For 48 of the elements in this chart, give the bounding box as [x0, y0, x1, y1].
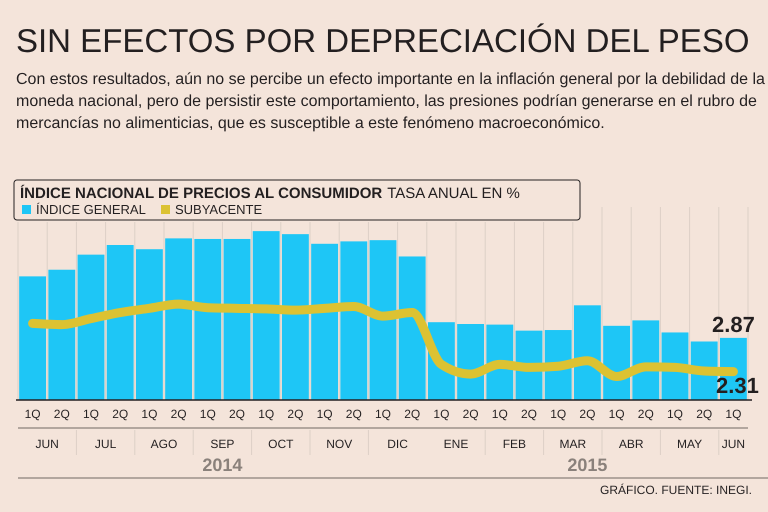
x-tick-label: 1Q	[316, 407, 333, 421]
x-tick-label: 2Q	[112, 407, 128, 421]
text: JUN	[722, 437, 746, 451]
x-tick-label: 2Q	[287, 407, 304, 421]
y-axis-title: TASA ANUAL EN %	[387, 185, 520, 202]
text: NOV	[326, 437, 352, 451]
text: 2014	[202, 455, 242, 475]
x-tick-label: 2Q	[638, 407, 654, 421]
x-tick-label: 1Q	[82, 407, 100, 421]
x-tick-label: 2Q	[462, 407, 479, 421]
x-tick-label: 1Q	[492, 407, 508, 421]
text: AGO	[150, 437, 178, 451]
x-tick-label: 2Q	[404, 407, 420, 421]
x-tick-label: 1Q	[200, 407, 216, 421]
x-tick-label: 1Q	[374, 407, 392, 421]
text: 2015	[567, 455, 608, 475]
x-tick-label: 1Q	[433, 407, 450, 421]
text: SEP	[210, 437, 234, 451]
text: ABR	[618, 437, 644, 451]
text: OCT	[268, 437, 294, 451]
text: JUN	[36, 437, 59, 451]
x-tick-label: 1Q	[550, 407, 566, 421]
text: ENE	[444, 437, 468, 451]
x-tick-label: 1Q	[608, 407, 625, 421]
text: FEB	[502, 437, 526, 451]
x-tick-label: 2Q	[696, 407, 712, 421]
x-tick-label: 2Q	[346, 407, 362, 421]
x-tick-label: 1Q	[24, 407, 41, 421]
x-tick-label: 2Q	[579, 407, 596, 421]
legend-label: SUBYACENTE	[175, 202, 262, 217]
chart-title: SIN EFECTOS POR DEPRECIACIÓN DEL PESO	[16, 22, 750, 59]
x-tick-label: 1Q	[258, 407, 274, 421]
x-tick-label: 2Q	[170, 407, 187, 421]
chart-subtitle: Con estos resultados, aún no se percibe un efecto importante en la inflación general por la debilidad de la moneda nacional, pero de persistir este comportamiento, las presiones podrían generarse en el rubro de mercancías no alimenticias, que es susceptible a este fenómeno macroeconómico.	[16, 71, 766, 132]
legend-label: ÍNDICE GENERAL	[36, 202, 146, 217]
text: JUL	[94, 437, 117, 451]
text: MAY	[677, 437, 702, 451]
x-tick-label: 1Q	[666, 407, 684, 421]
data-label: 2.87	[712, 312, 755, 337]
text: DIC	[387, 437, 408, 451]
text: MAR	[559, 437, 586, 451]
x-tick-label: 2Q	[228, 407, 246, 421]
x-tick-label: 1Q	[725, 407, 742, 421]
x-tick-label: 1Q	[141, 407, 158, 421]
legend-title: ÍNDICE NACIONAL DE PRECIOS AL CONSUMIDOR	[20, 184, 382, 202]
x-tick-label: 2Q	[54, 407, 70, 421]
text: GRÁFICO. FUENTE: INEGI.	[600, 483, 752, 497]
x-tick-label: 2Q	[520, 407, 538, 421]
